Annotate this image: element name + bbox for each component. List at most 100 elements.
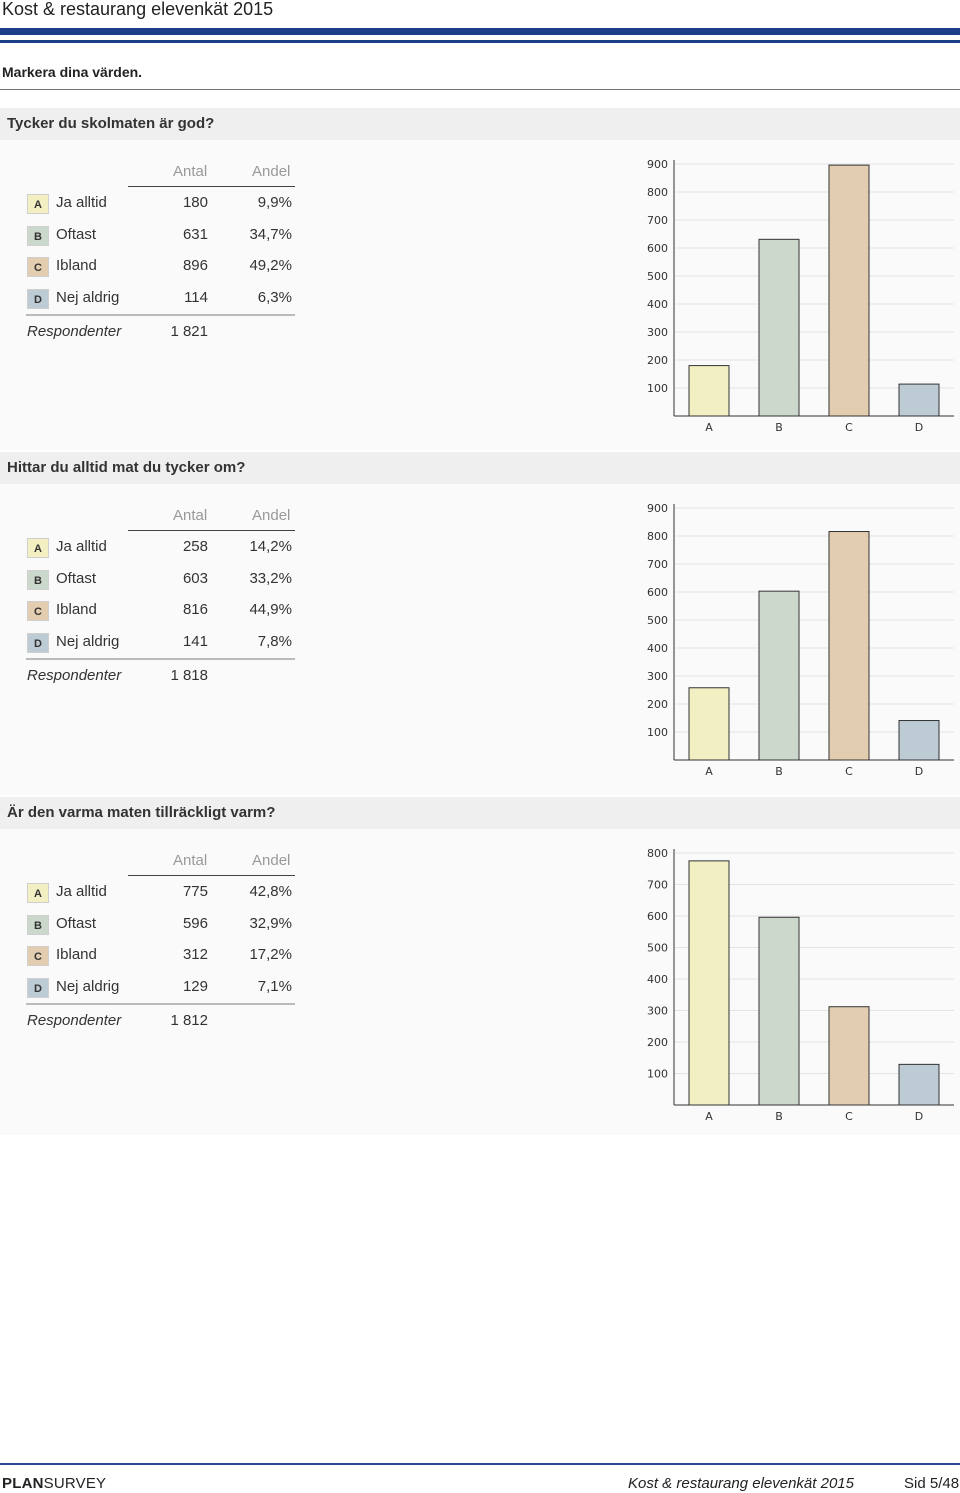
brand-bold-text: PLAN — [2, 1475, 44, 1492]
question-body: Antal Andel A Ja alltid 258 14,2% B Oftast 603 33… — [0, 484, 960, 795]
total-divider — [26, 658, 295, 660]
option-label: Ibland — [56, 257, 97, 274]
option-count: 312 — [182, 946, 208, 963]
y-tick-label: 700 — [647, 214, 668, 227]
y-tick-label: 400 — [647, 642, 668, 655]
table-row: C Ibland 896 49,2% — [26, 254, 296, 280]
bar-b — [758, 590, 800, 761]
option-count: 141 — [182, 633, 208, 650]
option-label: Ibland — [56, 601, 97, 618]
y-tick-label: 600 — [647, 586, 668, 599]
y-tick-label: 300 — [647, 670, 668, 683]
y-tick-label: 400 — [647, 298, 668, 311]
bar-c — [828, 531, 870, 761]
y-tick-label: 500 — [647, 942, 668, 955]
x-tick-label: C — [845, 1110, 853, 1123]
option-count: 114 — [184, 289, 208, 306]
y-tick-label: 500 — [647, 270, 668, 283]
column-header-count: Antal — [173, 852, 208, 869]
brand-rest-text: SURVEY — [43, 1475, 107, 1492]
option-share: 6,3% — [257, 289, 292, 306]
bar-a — [688, 687, 730, 761]
option-share: 9,9% — [257, 194, 292, 211]
bar-chart: 100 200 300 400 500 600 700 800 A B C D — [640, 843, 960, 1125]
option-share: 17,2% — [249, 946, 292, 963]
results-table: Antal Andel A Ja alltid 258 14,2% B Oftast 603 33… — [26, 484, 296, 684]
column-header-share: Andel — [252, 507, 291, 524]
y-tick-label: 800 — [647, 530, 668, 543]
option-code-badge: D — [27, 978, 49, 998]
column-header-share: Andel — [252, 163, 291, 180]
table-row: C Ibland 312 17,2% — [26, 943, 296, 969]
option-label: Oftast — [56, 915, 97, 932]
option-label: Nej aldrig — [56, 289, 120, 306]
option-label: Ja alltid — [56, 538, 107, 555]
respondents-value: 1 812 — [170, 1012, 208, 1029]
option-count: 258 — [182, 538, 208, 555]
header-divider — [128, 186, 295, 187]
y-tick-label: 600 — [647, 910, 668, 923]
y-tick-label: 100 — [647, 1068, 668, 1081]
option-count: 129 — [182, 978, 208, 995]
results-table: Antal Andel A Ja alltid 180 9,9% B Oftast 631 34,… — [26, 140, 296, 340]
option-label: Ja alltid — [56, 883, 107, 900]
header-divider — [128, 530, 295, 531]
respondents-value: 1 821 — [170, 323, 208, 340]
x-tick-label: C — [845, 765, 853, 778]
table-row: D Nej aldrig 141 7,8% — [26, 630, 296, 656]
option-code-badge: A — [27, 883, 49, 903]
option-share: 34,7% — [249, 226, 292, 243]
instruction-text: Markera dina värden. — [2, 64, 143, 80]
brand-logo: PLANSURVEY — [2, 1475, 106, 1492]
option-count: 896 — [182, 257, 208, 274]
option-count: 603 — [182, 570, 208, 587]
option-label: Ibland — [56, 946, 97, 963]
y-tick-label: 200 — [647, 1036, 668, 1049]
column-header-count: Antal — [173, 163, 208, 180]
question-title: Hittar du alltid mat du tycker om? — [7, 459, 246, 476]
y-tick-label: 100 — [647, 726, 668, 739]
option-label: Nej aldrig — [56, 633, 120, 650]
option-code-badge: C — [27, 257, 49, 277]
option-count: 596 — [182, 915, 208, 932]
question-body: Antal Andel A Ja alltid 180 9,9% B Oftast 631 34,… — [0, 140, 960, 450]
option-label: Nej aldrig — [56, 978, 120, 995]
bar-b — [758, 916, 800, 1106]
y-tick-label: 300 — [647, 326, 668, 339]
bar-a — [688, 860, 730, 1106]
question-header: Tycker du skolmaten är god? — [0, 108, 960, 140]
column-header-count: Antal — [173, 507, 208, 524]
document-title: Kost & restaurang elevenkät 2015 — [2, 0, 274, 19]
bar-chart: 100 200 300 400 500 600 700 800 900 A B C D — [640, 498, 960, 780]
table-row: A Ja alltid 775 42,8% — [26, 880, 296, 906]
question-body: Antal Andel A Ja alltid 775 42,8% B Oftast 596 32… — [0, 829, 960, 1135]
y-tick-label: 200 — [647, 354, 668, 367]
x-tick-label: A — [705, 765, 713, 778]
bar-chart-svg: 100 200 300 400 500 600 700 800 A B C D — [647, 847, 954, 1123]
option-code-badge: C — [27, 946, 49, 966]
table-row: D Nej aldrig 114 6,3% — [26, 286, 296, 312]
respondents-value: 1 818 — [170, 667, 208, 684]
results-table: Antal Andel A Ja alltid 775 42,8% B Oftast 596 32… — [26, 829, 296, 1029]
bar-a — [688, 365, 730, 417]
option-share: 14,2% — [249, 538, 292, 555]
table-row: C Ibland 816 44,9% — [26, 598, 296, 624]
x-tick-label: A — [705, 421, 713, 434]
x-tick-label: D — [915, 1110, 923, 1123]
y-tick-label: 300 — [647, 1005, 668, 1018]
table-row: A Ja alltid 258 14,2% — [26, 535, 296, 561]
bar-chart-svg: 100 200 300 400 500 600 700 800 900 A B C D — [647, 502, 954, 778]
option-label: Oftast — [56, 570, 97, 587]
y-tick-label: 100 — [647, 382, 668, 395]
y-tick-label: 800 — [647, 847, 668, 860]
option-code-badge: B — [27, 915, 49, 935]
option-code-badge: C — [27, 601, 49, 621]
x-tick-label: B — [775, 421, 783, 434]
option-share: 32,9% — [249, 915, 292, 932]
y-tick-label: 900 — [647, 502, 668, 515]
y-tick-label: 700 — [647, 558, 668, 571]
option-share: 33,2% — [249, 570, 292, 587]
footer-rule — [0, 1463, 960, 1465]
column-header-share: Andel — [252, 852, 291, 869]
option-share: 7,8% — [257, 633, 292, 650]
